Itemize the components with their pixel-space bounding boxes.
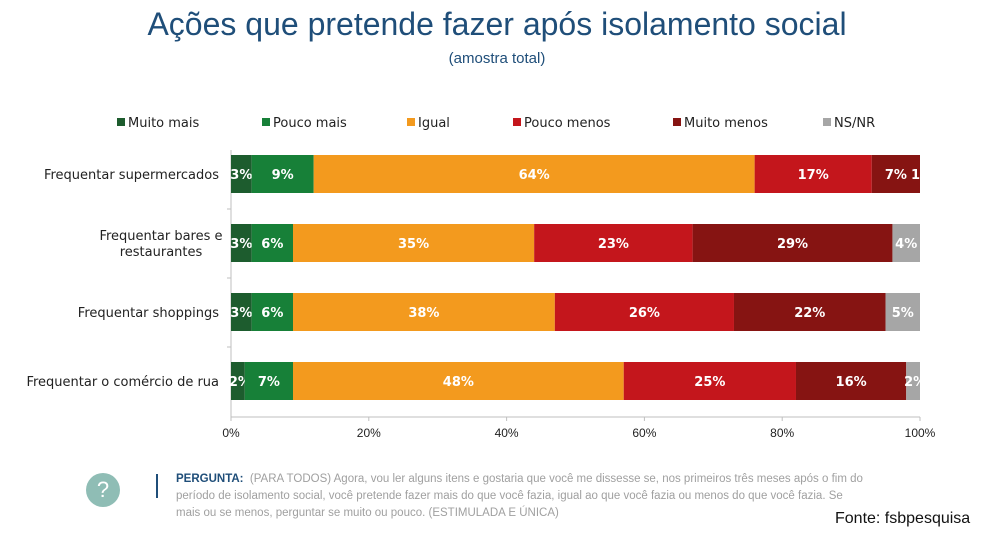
data-label: 38% bbox=[408, 306, 439, 321]
legend-label: NS/NR bbox=[834, 116, 876, 131]
bar-segment bbox=[293, 293, 555, 331]
bar-segment bbox=[871, 155, 920, 193]
question-text: PERGUNTA: (PARA TODOS) Agora, vou ler al… bbox=[176, 471, 866, 522]
bar-segment bbox=[231, 224, 252, 262]
data-label: 1% bbox=[911, 168, 933, 183]
category-label: Frequentar bares e bbox=[99, 229, 222, 244]
stacked-bar-chart: 0% 20% 40% 60% 80% 100% Frequentar supermercad… bbox=[26, 150, 936, 440]
data-label: 64% bbox=[519, 168, 550, 183]
bar-segment bbox=[251, 293, 294, 331]
data-label: 9% bbox=[272, 168, 294, 183]
data-label: 7% bbox=[885, 168, 907, 183]
chart-title: Ações que pretende fazer após isolamento… bbox=[147, 6, 847, 42]
legend-swatch bbox=[673, 118, 681, 126]
legend-item: Pouco menos bbox=[513, 116, 610, 131]
bar-segment bbox=[231, 155, 252, 193]
bar-segment bbox=[733, 293, 886, 331]
data-label: 5% bbox=[892, 306, 914, 321]
x-tick-label: 100% bbox=[905, 426, 936, 440]
bar-segment bbox=[251, 155, 314, 193]
legend-label: Pouco mais bbox=[273, 116, 347, 131]
bar-segment bbox=[892, 224, 920, 262]
data-label: 35% bbox=[398, 237, 429, 252]
bar-segment bbox=[244, 362, 294, 400]
data-label: 26% bbox=[629, 306, 660, 321]
data-label: 16% bbox=[836, 375, 867, 390]
bar-segment bbox=[623, 362, 796, 400]
legend-label: Igual bbox=[418, 116, 450, 131]
bar-segment bbox=[885, 293, 920, 331]
x-tick-label: 0% bbox=[222, 426, 240, 440]
data-label: 25% bbox=[694, 375, 725, 390]
bar-segment bbox=[313, 155, 755, 193]
data-label: 7% bbox=[258, 375, 280, 390]
data-label: 6% bbox=[261, 237, 283, 252]
legend-label: Muito mais bbox=[128, 116, 200, 131]
data-label: 3% bbox=[230, 237, 252, 252]
legend-item: Muito menos bbox=[673, 116, 768, 131]
bar-segment bbox=[554, 293, 734, 331]
data-label: 3% bbox=[230, 306, 252, 321]
data-label: 2% bbox=[904, 375, 926, 390]
category-label: restaurantes bbox=[120, 245, 203, 260]
bar-segment bbox=[906, 362, 920, 400]
bar-segment bbox=[293, 224, 535, 262]
legend-swatch bbox=[407, 118, 415, 126]
data-label: 4% bbox=[895, 237, 917, 252]
legend-label: Pouco menos bbox=[524, 116, 611, 131]
chart-subtitle: (amostra total) bbox=[448, 50, 546, 67]
legend-item: Igual bbox=[407, 116, 450, 131]
source-credit: Fonte: fsbpesquisa bbox=[835, 510, 971, 527]
x-tick-label: 60% bbox=[632, 426, 656, 440]
legend-swatch bbox=[262, 118, 270, 126]
legend-swatch bbox=[117, 118, 125, 126]
bar-segment bbox=[251, 224, 294, 262]
legend-item: Muito mais bbox=[117, 116, 199, 131]
question-body: (PARA TODOS) Agora, vou ler alguns itens… bbox=[176, 473, 863, 519]
data-label: 29% bbox=[777, 237, 808, 252]
legend-label: Muito menos bbox=[684, 116, 768, 131]
legend-swatch bbox=[513, 118, 521, 126]
legend-item: NS/NR bbox=[823, 116, 875, 131]
legend-item: Pouco mais bbox=[262, 116, 347, 131]
bar-segment bbox=[293, 362, 624, 400]
data-label: 3% bbox=[230, 168, 252, 183]
x-tick-label: 40% bbox=[495, 426, 519, 440]
bar-segment bbox=[534, 224, 693, 262]
x-tick-label: 20% bbox=[357, 426, 381, 440]
legend-swatch bbox=[823, 118, 831, 126]
data-label: 6% bbox=[261, 306, 283, 321]
bar-segment bbox=[231, 293, 252, 331]
legend: Muito mais Pouco mais Igual Pouco menos Muit… bbox=[0, 116, 994, 134]
data-label: 22% bbox=[794, 306, 825, 321]
question-label: PERGUNTA: bbox=[176, 473, 244, 485]
question-circle-icon: ? bbox=[86, 473, 120, 507]
bar-segment bbox=[795, 362, 907, 400]
bar-segment bbox=[754, 155, 872, 193]
data-label: 48% bbox=[443, 375, 474, 390]
bar-segment bbox=[692, 224, 893, 262]
category-label: Frequentar supermercados bbox=[44, 168, 219, 183]
category-label: Frequentar o comércio de rua bbox=[26, 375, 219, 390]
data-label: 17% bbox=[798, 168, 829, 183]
bar-segment bbox=[231, 362, 245, 400]
data-label: 23% bbox=[598, 237, 629, 252]
question-divider bbox=[156, 474, 158, 498]
x-tick-label: 80% bbox=[770, 426, 794, 440]
category-label: Frequentar shoppings bbox=[78, 306, 219, 321]
